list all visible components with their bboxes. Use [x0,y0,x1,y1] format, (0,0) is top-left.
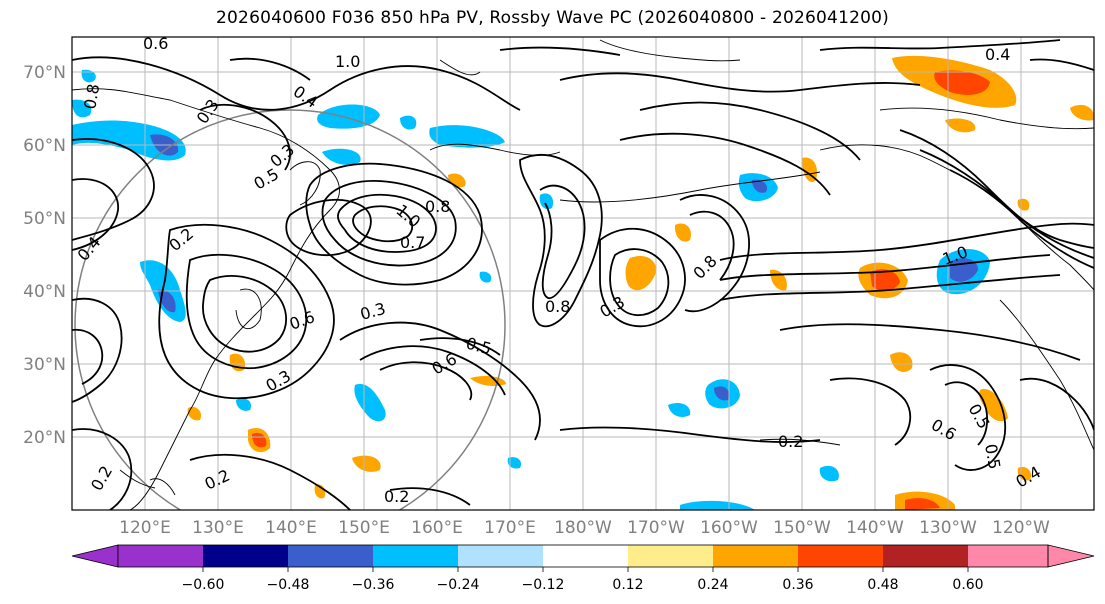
lon-label: 120°W [992,518,1050,538]
contour-label: 1.0 [335,52,360,71]
colorbar-segment [628,545,713,567]
contour-label: 0.8 [545,297,570,316]
colorbar-label: 0.60 [952,577,983,593]
colorbar-outline [117,544,1049,568]
colorbar-segment [458,545,543,567]
positive-anomaly [802,157,818,182]
map-frame [71,36,1095,511]
colorbar-segment [118,545,203,567]
colorbar-segment [543,545,628,567]
positive-anomaly [625,255,656,291]
contour-label: 0.7 [400,233,425,252]
negative-anomaly [507,457,522,469]
lat-label: 30°N [23,355,66,375]
positive-anomaly [905,498,940,510]
positive-anomaly [945,118,976,133]
negative-anomaly [819,465,839,482]
contour-label: 0.5 [981,442,1004,470]
lon-label: 150°E [338,518,390,538]
negative-anomaly [322,148,361,165]
lon-label: 140°E [265,518,317,538]
pv-contours [72,39,1094,510]
colorbar-extend-low [71,544,119,568]
colorbar-extend-high [1047,544,1095,568]
negative-anomaly [680,500,755,510]
negative-anomaly [752,179,768,193]
positive-anomaly [1070,104,1094,121]
lon-label: 160°W [700,518,758,538]
positive-anomaly [187,406,202,421]
lon-label: 130°E [192,518,244,538]
colorbar-segment [798,545,883,567]
negative-anomaly [429,125,505,148]
contour-label: 0.6 [143,34,168,53]
lon-label: 170°E [484,518,536,538]
colorbar-label: −0.24 [437,577,480,593]
lat-label: 70°N [23,63,66,83]
contour-label: 0.4 [985,45,1010,64]
lat-label: 40°N [23,282,66,302]
latitude-labels: 70°N 60°N 50°N 40°N 30°N 20°N [23,63,66,448]
contour-label: 0.8 [80,82,103,110]
colorbar-segment [203,545,288,567]
colorbar-label: −0.12 [522,577,565,593]
colorbar-label: 0.12 [612,577,643,593]
positive-anomaly [674,223,691,242]
colorbar-label: −0.36 [352,577,395,593]
negative-anomaly [479,271,492,283]
negative-anomaly [539,193,554,210]
lat-label: 20°N [23,428,66,448]
lon-label: 170°W [627,518,685,538]
lon-label: 130°W [919,518,977,538]
colorbar-label: 0.36 [782,577,813,593]
positive-anomaly [870,269,900,291]
lon-label: 150°W [773,518,831,538]
colorbar-segment [373,545,458,567]
colorbar: −0.60 −0.48 −0.36 −0.24 −0.12 0.12 0.24 … [71,544,1095,593]
colorbar-label: −0.60 [182,577,225,593]
negative-anomaly [72,99,92,118]
colorbar-label: 0.48 [867,577,898,593]
colorbar-label: −0.48 [267,577,310,593]
negative-anomaly [354,384,386,422]
positive-anomaly [890,352,913,372]
colorbar-label: 0.24 [697,577,728,593]
contour-label: 0.8 [425,197,450,216]
colorbar-segment [968,545,1048,567]
figure-title: 2026040600 F036 850 hPa PV, Rossby Wave … [216,8,889,28]
lon-label: 180°W [554,518,612,538]
colorbar-segment [288,545,373,567]
colorbar-ticks [202,567,969,572]
contour-label: 0.2 [778,432,803,451]
longitude-labels: 120°E 130°E 140°E 150°E 160°E 170°E 180°… [119,518,1050,538]
lon-label: 140°W [846,518,904,538]
negative-anomaly [236,398,252,411]
negative-anomaly [714,386,730,401]
negative-anomaly [72,120,186,161]
positive-anomaly [979,389,1008,422]
lat-label: 50°N [23,209,66,229]
lon-label: 160°E [411,518,463,538]
colorbar-segment [883,545,968,567]
lon-label: 120°E [119,518,171,538]
negative-anomaly [668,403,691,417]
contour-label: 0.2 [384,487,409,506]
negative-anomaly [81,69,96,83]
lat-label: 60°N [23,136,66,156]
colorbar-segment [713,545,798,567]
negative-anomaly [400,115,417,130]
positive-anomaly [352,455,381,472]
region-circle [74,109,506,510]
